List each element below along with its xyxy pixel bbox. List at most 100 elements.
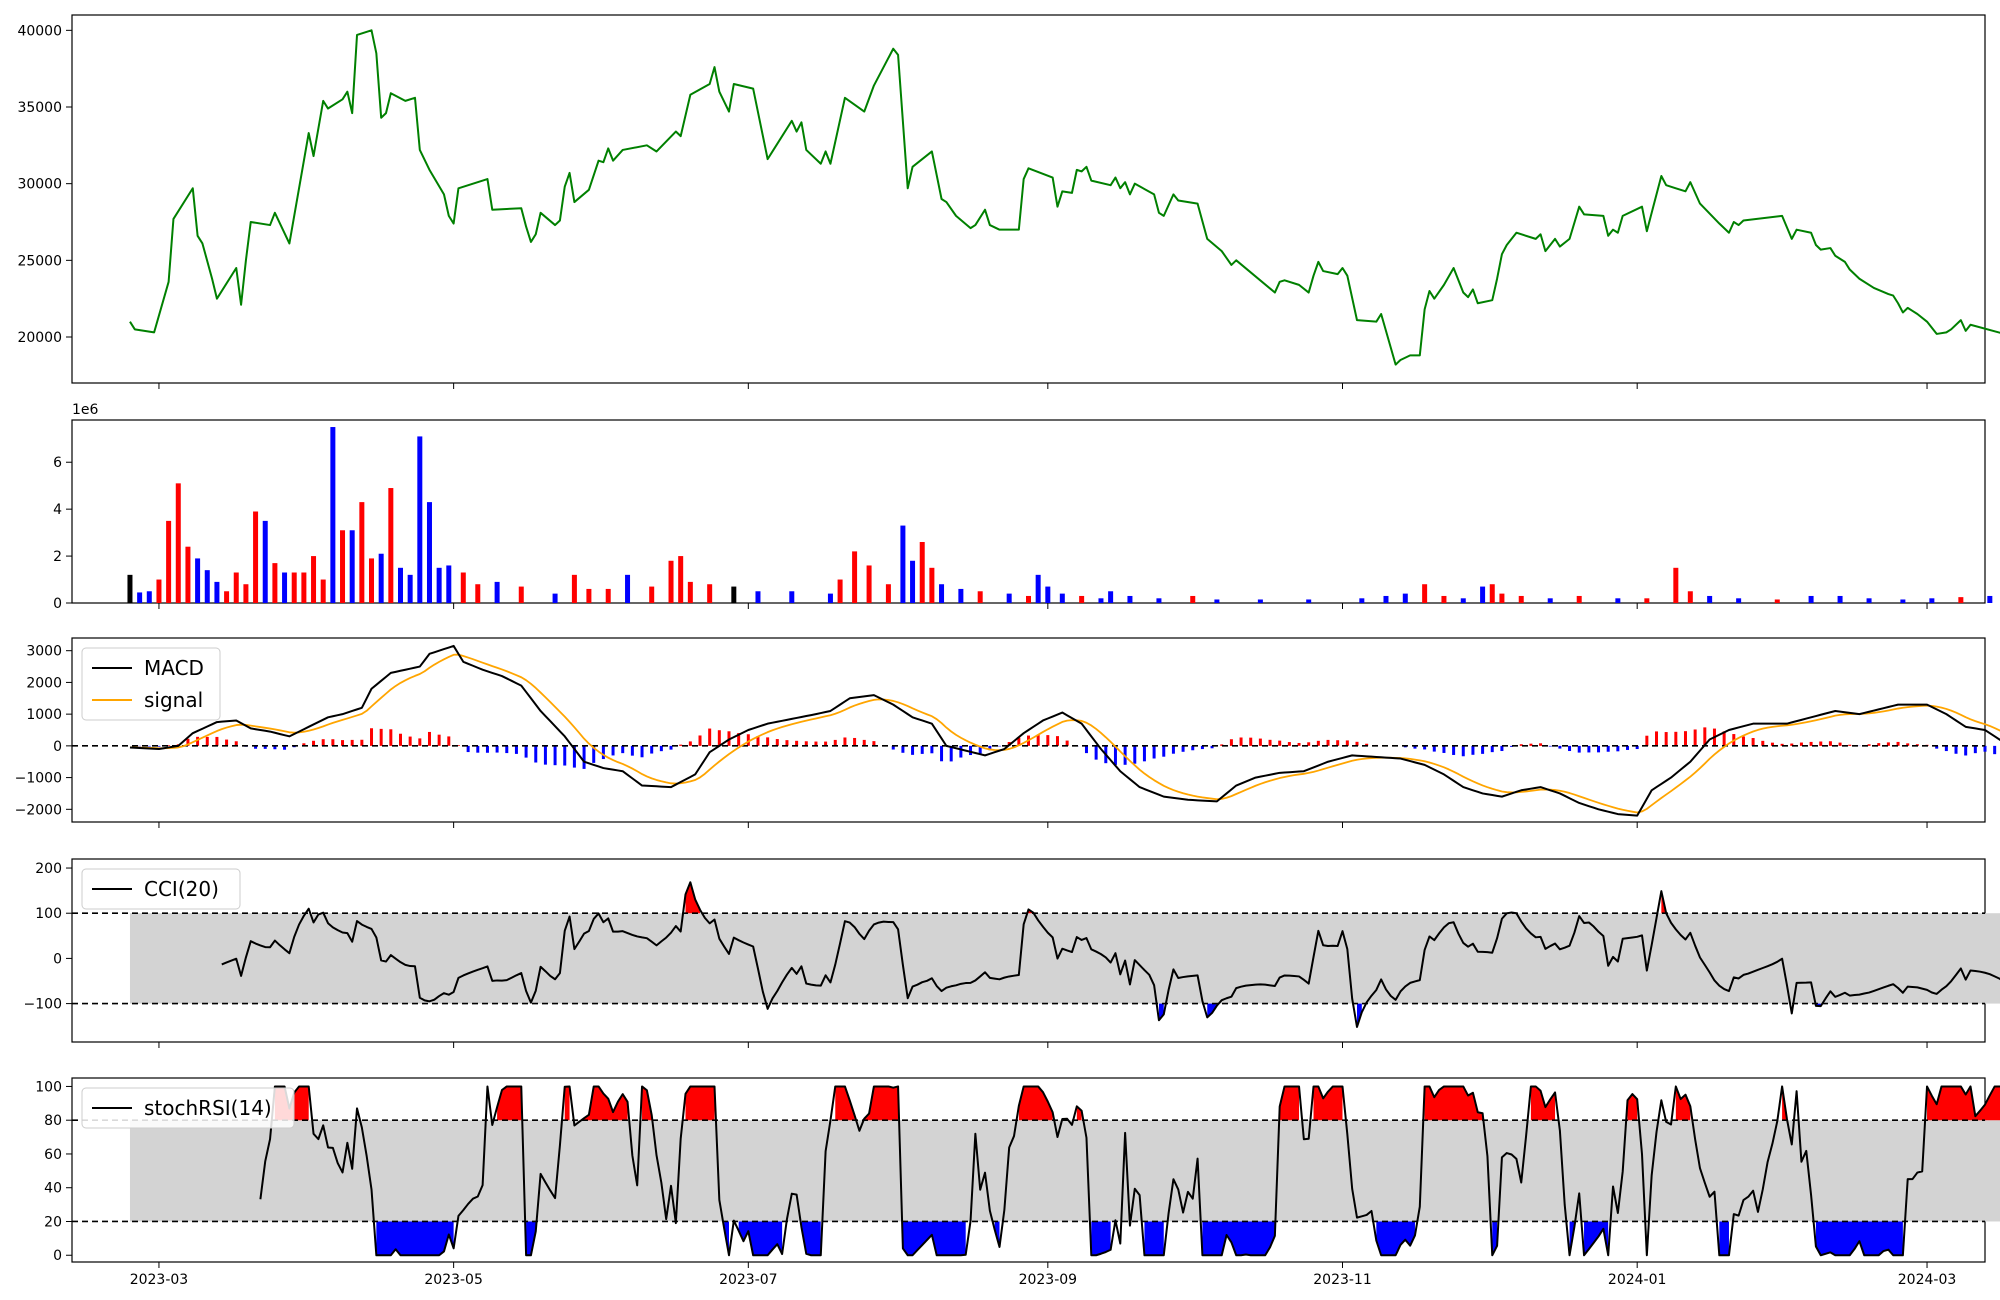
xtick-label: 2023-07 xyxy=(719,1272,778,1288)
volume-bar xyxy=(707,584,713,603)
macd-histogram-bar xyxy=(234,741,238,746)
volume-bar xyxy=(282,572,288,603)
macd-histogram-bar xyxy=(659,745,663,752)
macd-histogram-bar xyxy=(389,729,393,746)
macd-histogram-bar xyxy=(1365,743,1369,746)
macd-histogram-bar xyxy=(1626,745,1630,750)
macd-histogram-bar xyxy=(959,745,963,758)
macd-histogram-bar xyxy=(1848,744,1852,746)
stochrsi-oversold-fill xyxy=(1815,1221,1903,1256)
macd-histogram-bar xyxy=(360,739,364,746)
macd-histogram-bar xyxy=(379,728,383,746)
price-panel xyxy=(71,14,1986,384)
macd-histogram-bar xyxy=(1442,745,1446,753)
macd-histogram-bar xyxy=(582,745,586,769)
macd-histogram-bar xyxy=(1510,745,1514,747)
volume-bar xyxy=(185,546,191,603)
macd-histogram-bar xyxy=(476,745,480,753)
macd-histogram-bar xyxy=(1973,745,1977,754)
macd-histogram-bar xyxy=(1790,743,1794,746)
stochrsi-oversold-fill xyxy=(801,1221,821,1256)
macd-histogram-bar xyxy=(1597,745,1601,753)
stochrsi-oversold-fill xyxy=(376,1221,454,1256)
macd-histogram-bar xyxy=(437,734,441,746)
macd-histogram-bar xyxy=(679,744,683,746)
macd-histogram-bar xyxy=(205,736,209,746)
stochrsi-overbought-fill xyxy=(497,1086,522,1121)
stochrsi-overbought-fill xyxy=(835,1086,855,1121)
volume-bar xyxy=(586,588,592,603)
xtick-label: 2023-05 xyxy=(424,1272,483,1288)
stochrsi-overbought-fill xyxy=(584,1086,628,1121)
macd-histogram-bar xyxy=(427,731,431,746)
volume-bar xyxy=(262,520,268,603)
stochrsi-line xyxy=(259,1085,2000,1257)
volume-bar xyxy=(1059,593,1065,603)
volume-bar xyxy=(605,588,611,603)
macd-histogram-bar xyxy=(543,745,547,765)
volume-bar xyxy=(910,560,916,603)
volume-bar xyxy=(518,586,524,603)
stochrsi-oversold-fill xyxy=(1091,1221,1111,1256)
macd-histogram-bar xyxy=(1751,738,1755,746)
macd-histogram-bar xyxy=(1113,745,1117,765)
stochrsi-ytick-label: 40 xyxy=(44,1181,62,1197)
volume-bar xyxy=(272,563,278,603)
xtick-label: 2024-01 xyxy=(1608,1272,1667,1288)
volume-bar xyxy=(1736,598,1742,603)
macd-histogram-bar xyxy=(408,736,412,746)
macd-histogram-bar xyxy=(398,733,402,746)
cci-band xyxy=(129,913,2000,1004)
stochrsi-ytick-label: 100 xyxy=(35,1079,62,1095)
volume-bar xyxy=(397,567,403,603)
macd-histogram-bar xyxy=(1558,745,1562,749)
macd-histogram-bar xyxy=(824,741,828,746)
cci-ytick-label: 200 xyxy=(35,861,62,877)
cci-oversold-fill xyxy=(1158,1003,1164,1021)
macd-histogram-bar xyxy=(1539,743,1543,746)
macd-histogram-bar xyxy=(891,745,895,750)
stochrsi-overbought-fill xyxy=(1424,1086,1483,1121)
volume-bar xyxy=(446,565,452,603)
volume-ytick-label: 0 xyxy=(53,596,62,612)
volume-bar xyxy=(1035,574,1041,603)
macd-histogram-bar xyxy=(331,739,335,746)
signal-line xyxy=(129,653,2000,814)
macd-histogram-bar xyxy=(688,741,692,746)
volume-bar xyxy=(1576,595,1582,603)
macd-histogram-bar xyxy=(263,745,267,749)
cci-ytick-label: 0 xyxy=(53,951,62,967)
volume-bar xyxy=(214,581,220,603)
volume-bar xyxy=(827,593,833,603)
volume-bar xyxy=(1214,599,1220,603)
macd-histogram-bar xyxy=(756,736,760,746)
macd-histogram-bar xyxy=(746,734,750,746)
macd-histogram-bar xyxy=(1867,744,1871,746)
volume-bar xyxy=(1866,598,1872,603)
macd-histogram-bar xyxy=(1413,745,1417,749)
volume-bar xyxy=(1045,586,1051,603)
macd-histogram-bar xyxy=(466,745,470,753)
volume-bar xyxy=(852,551,858,603)
volume-bar xyxy=(919,542,925,603)
macd-histogram-bar xyxy=(1741,736,1745,746)
macd-line xyxy=(129,644,2000,817)
macd-histogram-bar xyxy=(930,745,934,754)
stochrsi-overbought-fill xyxy=(642,1086,652,1121)
volume-bar xyxy=(1190,595,1196,603)
macd-histogram-bar xyxy=(273,745,277,750)
volume-bar xyxy=(369,558,375,603)
volume-bar xyxy=(885,584,891,603)
cci-overbought-fill xyxy=(685,882,701,914)
macd-histogram-bar xyxy=(1935,745,1939,749)
macd-histogram-bar xyxy=(1046,735,1050,746)
macd-histogram-bar xyxy=(1500,745,1504,752)
macd-histogram-bar xyxy=(940,745,944,762)
macd-histogram-bar xyxy=(225,739,229,746)
macd-histogram-bar xyxy=(1452,745,1456,755)
macd-histogram-bar xyxy=(534,745,538,763)
macd-histogram-bar xyxy=(1278,740,1282,746)
macd-histogram-bar xyxy=(524,745,528,758)
macd-histogram-bar xyxy=(1316,740,1320,746)
